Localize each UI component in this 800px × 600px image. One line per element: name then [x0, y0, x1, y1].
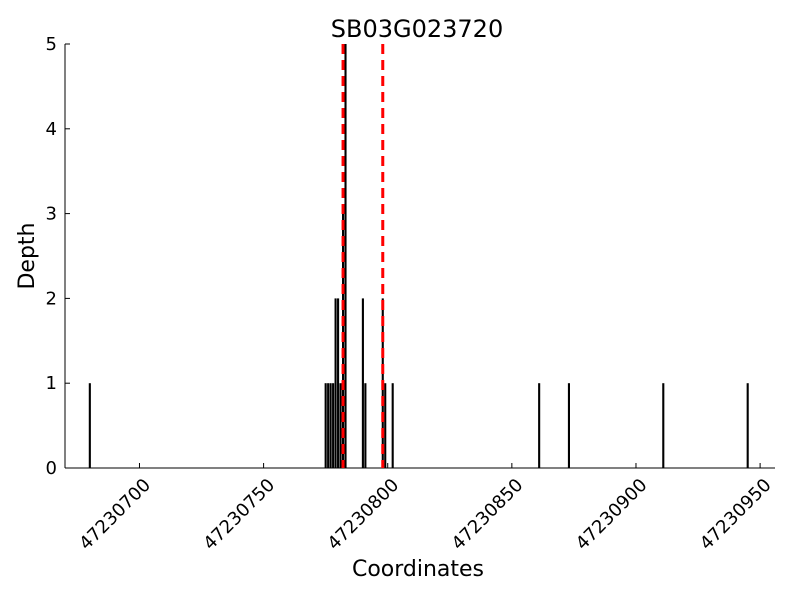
y-axis-title: Depth	[15, 222, 40, 289]
y-tick-label-1: 1	[46, 373, 57, 394]
axes-layer	[64, 44, 775, 469]
depth-bar-5	[334, 298, 337, 468]
depth-bar-16	[567, 383, 570, 468]
depth-bar-14	[391, 383, 394, 468]
depth-bar-11	[364, 383, 367, 468]
y-tick-label-4: 4	[46, 119, 57, 140]
depth-bar-7	[339, 383, 342, 468]
y-tick-label-0: 0	[46, 458, 57, 479]
y-tick-label-2: 2	[46, 288, 57, 309]
ticks-layer: 0 1 2 3 4 5 47230700 47230750 47230800 47230850 47…	[46, 34, 776, 554]
y-tick-label-3: 3	[46, 204, 57, 225]
depth-bar-6	[337, 298, 340, 468]
chart-title: SB03G023720	[331, 15, 503, 43]
y-tick-label-5: 5	[46, 34, 57, 55]
x-tick-label-1: 47230750	[199, 475, 279, 555]
x-tick-label-0: 47230700	[75, 475, 155, 555]
depth-bar-10	[361, 298, 364, 468]
x-tick-label-2: 47230800	[324, 475, 404, 555]
depth-bar-9	[344, 44, 347, 468]
depth-bar-3	[329, 383, 332, 468]
depth-bar-18	[746, 383, 749, 468]
x-tick-label-4: 47230900	[572, 475, 652, 555]
x-axis-title: Coordinates	[352, 557, 484, 582]
depth-bar-17	[662, 383, 665, 468]
depth-bar-2	[327, 383, 330, 468]
depth-bar-13	[384, 383, 387, 468]
depth-bar-4	[332, 383, 335, 468]
x-tick-label-3: 47230850	[448, 475, 528, 555]
bars-layer	[88, 44, 749, 468]
depth-bar-15	[538, 383, 541, 468]
depth-bar-0	[88, 383, 91, 468]
x-tick-label-5: 47230950	[696, 475, 776, 555]
depth-bar-1	[324, 383, 327, 468]
reference-lines-layer	[341, 44, 385, 468]
